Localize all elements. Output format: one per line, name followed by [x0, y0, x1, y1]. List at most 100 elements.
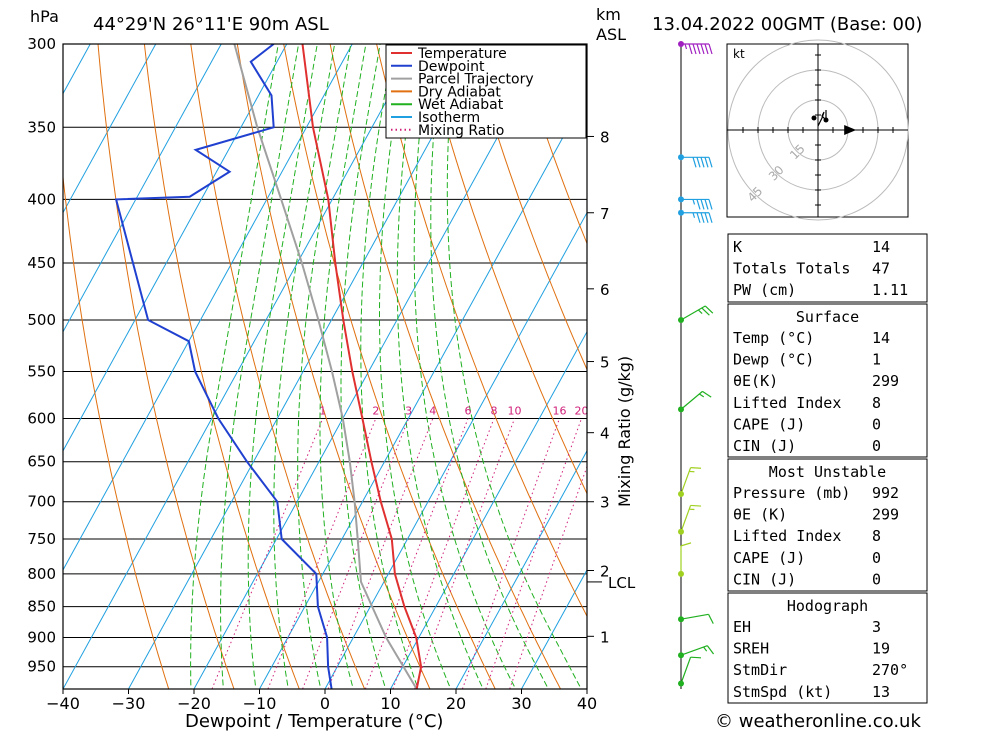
- index-value: 992: [872, 484, 899, 502]
- pressure-tick-label: 350: [27, 118, 56, 136]
- wind-barb: [681, 468, 701, 494]
- index-label: Temp (°C): [733, 329, 814, 347]
- wind-barb: [681, 543, 691, 574]
- wind-barb-flag: [701, 213, 704, 223]
- pressure-unit: hPa: [30, 7, 59, 26]
- wind-barb-shaft: [681, 505, 691, 531]
- wind-barb-flag: [697, 199, 700, 209]
- index-value: 0: [872, 549, 881, 567]
- mixing-ratio-line: [365, 419, 468, 690]
- height-unit-km: km: [596, 5, 621, 24]
- wind-barb: [681, 505, 701, 531]
- wind-barb-shaft: [681, 646, 707, 656]
- wet-adiabat-line: [320, 44, 366, 694]
- index-label: EH: [733, 618, 751, 636]
- index-label: CAPE (J): [733, 415, 805, 433]
- mixing-ratio-label: 6: [465, 404, 472, 417]
- copyright: © weatheronline.co.uk: [715, 711, 921, 732]
- wind-barb-shaft: [681, 657, 691, 683]
- x-axis-label: Dewpoint / Temperature (°C): [185, 711, 443, 732]
- index-value: 1: [872, 351, 881, 369]
- isotherm-line: [391, 44, 746, 689]
- index-value: 299: [872, 506, 899, 524]
- wind-barb-flag: [693, 157, 696, 167]
- isotherm-line: [63, 44, 418, 689]
- pressure-tick-label: 750: [27, 530, 56, 548]
- wind-barb-flag: [691, 468, 701, 469]
- height-tick-label: 3: [600, 494, 610, 512]
- pressure-tick-label: 650: [27, 453, 56, 471]
- wet-adiabat-line: [248, 44, 317, 694]
- x-tick-label: 30: [511, 694, 531, 713]
- index-value: 14: [872, 238, 890, 256]
- mixing-ratio-line: [415, 419, 515, 690]
- lcl-label: LCL: [608, 574, 636, 592]
- wind-barb-flag: [709, 44, 712, 54]
- wind-barb: [681, 614, 713, 623]
- index-label: θE(K): [733, 372, 778, 390]
- wind-barb-flag: [697, 157, 700, 167]
- wind-barb-flag: [705, 157, 708, 167]
- dry-adiabat-line: [98, 44, 236, 694]
- wind-barb-shaft: [681, 468, 691, 494]
- mixing-ratio-label: 16: [552, 404, 566, 417]
- isotherm-line: [260, 44, 615, 689]
- index-label: SREH: [733, 640, 769, 658]
- location-title: 44°29'N 26°11'E 90m ASL: [93, 14, 329, 35]
- wind-barb-flag: [701, 199, 704, 209]
- mixing-ratio-line: [212, 419, 323, 690]
- mixing-ratio-label: 4: [429, 404, 436, 417]
- x-tick-label: 40: [577, 694, 597, 713]
- index-label: CAPE (J): [733, 549, 805, 567]
- index-label: CIN (J): [733, 437, 796, 455]
- index-value: 8: [872, 394, 881, 412]
- wind-barb-half: [693, 213, 695, 218]
- index-value: 13: [872, 683, 890, 701]
- legend-label: Mixing Ratio: [418, 123, 504, 139]
- index-value: 14: [872, 329, 890, 347]
- height-unit-asl: ASL: [596, 25, 626, 44]
- index-value: 0: [872, 437, 881, 455]
- wind-barb-flag: [693, 44, 696, 54]
- mixing-ratio-line: [510, 419, 604, 690]
- wind-barb-flag: [705, 213, 708, 223]
- isotherm-line: [0, 44, 156, 689]
- wind-barb-shaft: [681, 614, 709, 619]
- wind-barb: [681, 306, 713, 320]
- mixing-ratio-axis-label: Mixing Ratio (g/kg): [615, 356, 634, 507]
- wind-barb: [681, 213, 712, 223]
- dry-adiabat-line: [934, 44, 1000, 694]
- wind-barb-flag: [701, 157, 704, 167]
- hodograph-unit: kt: [733, 47, 745, 61]
- dry-adiabat-line: [423, 44, 694, 694]
- height-tick-label: 5: [600, 354, 610, 372]
- pressure-tick-label: 300: [27, 35, 56, 53]
- wind-barb-flag: [689, 44, 692, 54]
- mixing-ratio-label: 8: [490, 404, 497, 417]
- wind-barb-flag: [697, 213, 700, 223]
- mixing-ratio-line: [462, 419, 559, 690]
- x-tick-label: −40: [46, 694, 80, 713]
- wind-barb-flag: [691, 657, 701, 658]
- wind-barb: [681, 44, 712, 54]
- wind-barb-half: [699, 394, 703, 397]
- wind-barb-flag: [709, 614, 714, 623]
- wind-barb-flag: [709, 199, 712, 209]
- index-value: 19: [872, 640, 890, 658]
- wind-barb-flag: [709, 213, 712, 223]
- height-tick-label: 8: [600, 128, 610, 146]
- x-tick-label: 20: [446, 694, 466, 713]
- index-value: 270°: [872, 661, 908, 679]
- wet-adiabat-line: [298, 44, 351, 694]
- index-label: θE (K): [733, 506, 787, 524]
- height-tick-label: 7: [600, 205, 610, 223]
- index-label: Lifted Index: [733, 394, 841, 412]
- isotherm-line: [0, 44, 25, 689]
- wind-barb-flag: [705, 44, 708, 54]
- wind-barb: [681, 157, 712, 167]
- index-value: 0: [872, 570, 881, 588]
